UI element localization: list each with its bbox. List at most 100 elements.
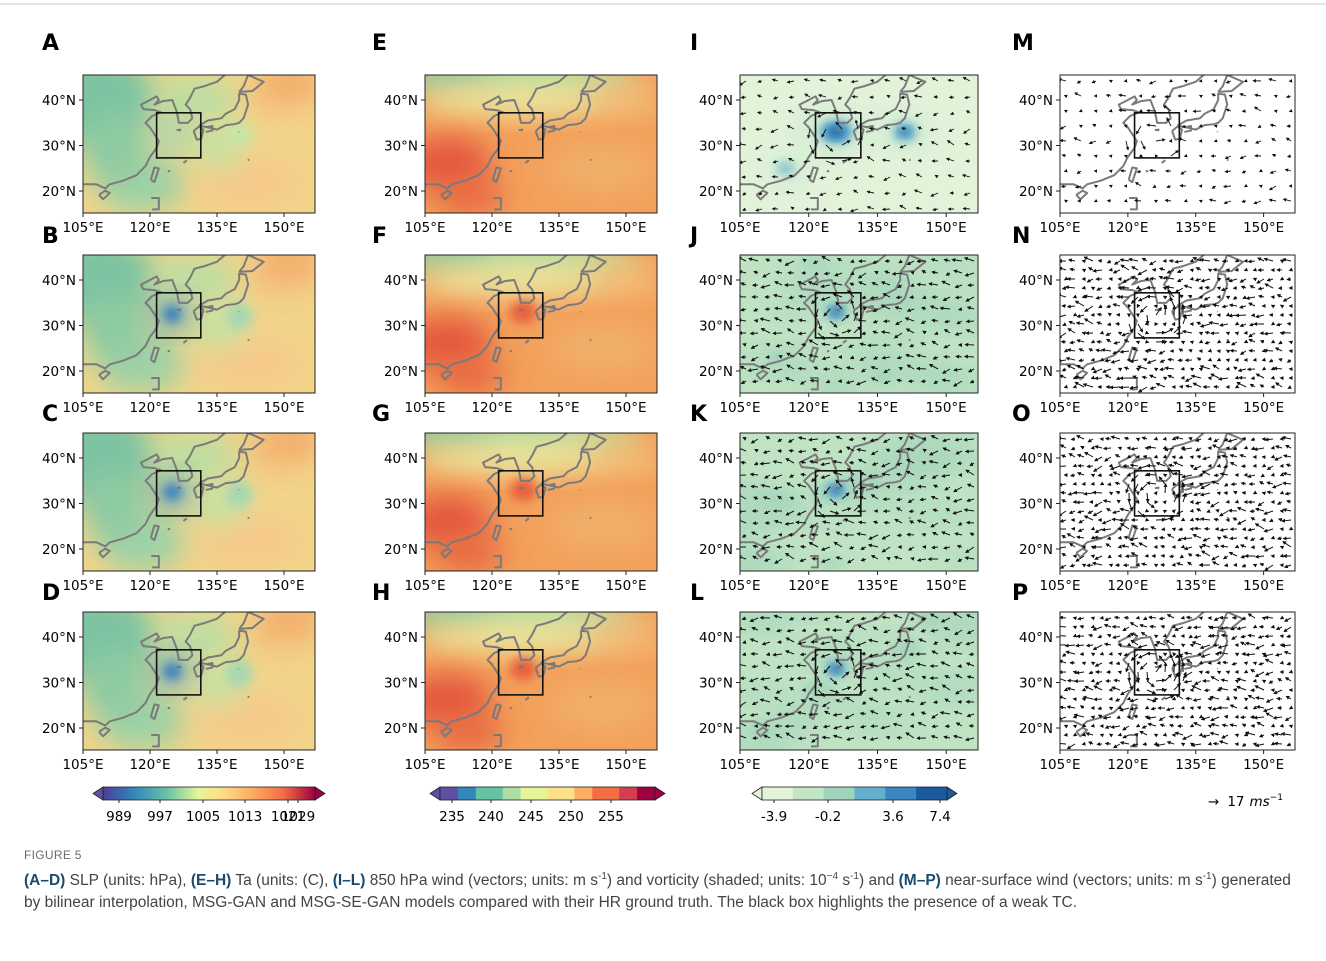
wind-vector xyxy=(1162,295,1168,300)
wind-vector xyxy=(832,293,843,298)
wind-vector xyxy=(1213,138,1218,143)
lon-tick-label: 120°E xyxy=(1107,400,1148,416)
field-blob xyxy=(194,696,302,742)
wind-vector xyxy=(963,256,975,262)
map-field xyxy=(740,255,978,393)
coastline xyxy=(1154,308,1160,312)
colorbar: -3.9 -0.2 3.6 7.4 xyxy=(751,786,958,825)
coastline xyxy=(509,169,513,173)
wind-vector xyxy=(1282,536,1292,541)
lon-tick-label: 120°E xyxy=(129,757,170,773)
wind-vector xyxy=(953,269,963,274)
wind-vector xyxy=(1123,615,1130,620)
wind-vector xyxy=(1116,295,1121,299)
wind-vector xyxy=(893,332,903,339)
wind-vector xyxy=(1261,679,1267,684)
wind-vector xyxy=(947,174,955,178)
wind-vector xyxy=(1117,367,1123,372)
wind-vector xyxy=(800,472,807,477)
coastline xyxy=(176,308,182,312)
wind-vector xyxy=(1225,312,1231,317)
wind-vector xyxy=(765,436,771,440)
wind-vector xyxy=(1090,473,1096,478)
wind-vector xyxy=(754,449,759,453)
wind-vector xyxy=(910,271,915,275)
map-field xyxy=(425,255,657,393)
wind-vector xyxy=(922,448,927,453)
wind-vector xyxy=(1261,491,1267,496)
lon-tick-label: 120°E xyxy=(129,578,170,594)
wind-vector xyxy=(742,191,747,196)
coastline xyxy=(808,524,819,542)
coastline xyxy=(238,75,265,93)
wind-vector xyxy=(762,272,771,278)
lat-tick-label: 40°N xyxy=(1019,273,1053,289)
wind-vector xyxy=(1149,276,1157,281)
wind-vector xyxy=(916,80,923,84)
map-panel: C 40°N 30°N 20°N 105°E 120°E 135°E 150°E xyxy=(42,402,316,594)
coastline xyxy=(83,255,227,370)
wind-vector xyxy=(809,144,815,155)
wind-vector xyxy=(829,498,838,506)
wind-vector xyxy=(1108,563,1114,568)
wind-vector xyxy=(1090,375,1096,380)
wind-vector xyxy=(786,328,795,334)
field-blob xyxy=(225,302,253,331)
lon-tick-label: 150°E xyxy=(263,578,304,594)
wind-vector xyxy=(917,159,923,163)
wind-vector xyxy=(883,78,891,83)
wind-vector xyxy=(930,141,939,146)
wind-vector xyxy=(965,469,975,476)
wind-vector xyxy=(1160,527,1166,531)
colorbar-step xyxy=(520,787,531,800)
coastline xyxy=(740,433,888,548)
wind-vector xyxy=(884,191,891,196)
wind-vector xyxy=(796,676,807,681)
wind-vector xyxy=(1135,723,1141,728)
wind-vector xyxy=(918,143,923,147)
lon-tick-label: 135°E xyxy=(857,757,898,773)
wind-vector xyxy=(1198,367,1204,372)
wind-reference-part: ms xyxy=(1250,794,1270,810)
wind-vector xyxy=(755,208,763,212)
coastline xyxy=(247,338,250,342)
wind-vector xyxy=(777,438,783,443)
tc-box xyxy=(497,112,544,159)
wind-vector xyxy=(740,282,747,287)
wind-vector xyxy=(942,447,951,452)
wind-vector xyxy=(1086,464,1094,469)
field-blob xyxy=(433,357,506,393)
lon-tick-label: 135°E xyxy=(1175,400,1216,416)
wind-vector xyxy=(1063,276,1069,281)
wind-vector xyxy=(1225,295,1231,300)
coastline xyxy=(540,629,592,668)
lon-tick-label: 150°E xyxy=(1243,757,1284,773)
coastline xyxy=(908,158,912,162)
map-field xyxy=(425,433,657,571)
field-blob xyxy=(784,612,823,618)
wind-vector xyxy=(1212,267,1220,272)
coastline xyxy=(98,369,111,381)
wind-vector xyxy=(934,174,939,179)
wind-vector xyxy=(906,260,915,265)
wind-vector xyxy=(899,77,907,82)
field-blob xyxy=(948,275,978,289)
wind-reference-part: 17 xyxy=(1227,794,1244,810)
frame xyxy=(424,432,658,572)
wind-vector xyxy=(799,544,807,549)
wind-vector xyxy=(834,272,843,277)
wind-vector xyxy=(808,712,819,717)
wind-vector xyxy=(742,437,747,441)
wind-vector xyxy=(748,257,759,262)
wind-vector xyxy=(895,461,903,466)
wind-vector xyxy=(1108,79,1113,84)
wind-vector xyxy=(1090,526,1096,531)
wind-vector xyxy=(857,318,867,323)
wind-vector xyxy=(956,461,963,466)
colorbar-step xyxy=(547,787,557,800)
wind-vector xyxy=(1086,563,1094,568)
wind-vector xyxy=(939,306,951,311)
wind-vector xyxy=(869,438,879,443)
wind-vector xyxy=(955,354,963,359)
colorbar-step xyxy=(511,787,522,800)
